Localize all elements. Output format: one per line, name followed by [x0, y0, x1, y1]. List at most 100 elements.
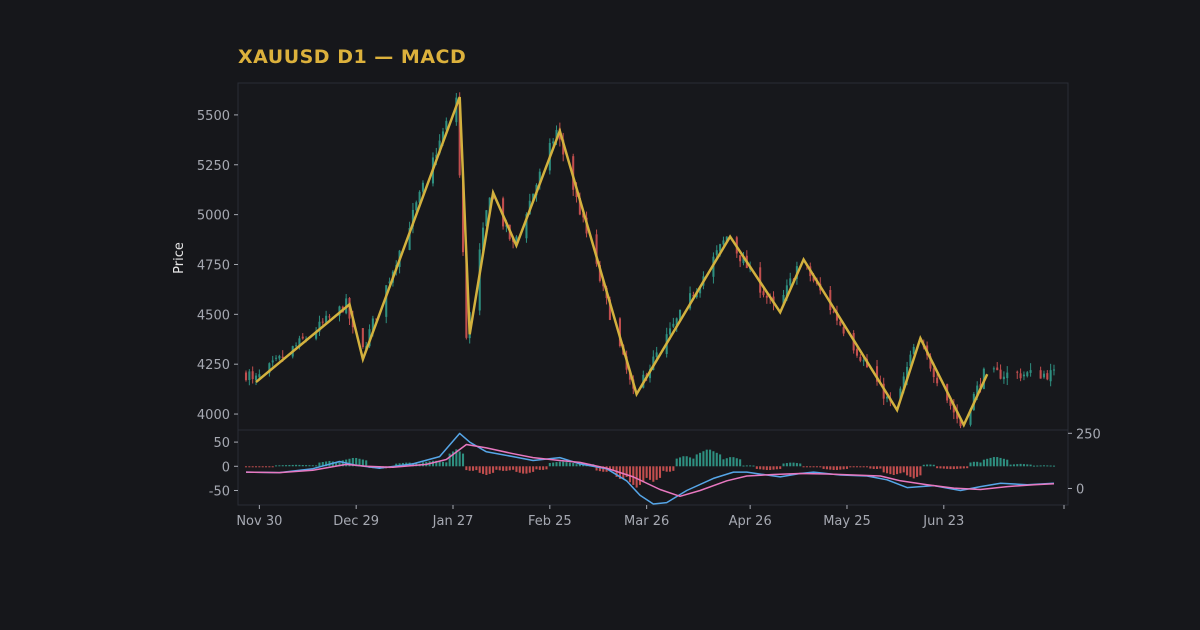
candle-body	[842, 327, 845, 334]
candle-body	[952, 405, 955, 413]
candle-body	[1049, 370, 1052, 382]
candle-body	[782, 294, 785, 305]
candle-body	[722, 240, 725, 245]
histogram-bar	[558, 461, 561, 467]
histogram-bar	[248, 466, 251, 468]
histogram-bar	[912, 466, 915, 479]
histogram-bar	[612, 466, 615, 471]
candle-body	[301, 336, 304, 339]
histogram-bar	[712, 451, 715, 467]
histogram-bar	[902, 466, 905, 473]
candle-body	[762, 291, 765, 296]
candle-body	[458, 97, 461, 176]
histogram-bar	[518, 466, 521, 473]
candle-body	[1026, 372, 1029, 377]
histogram-bar	[745, 465, 748, 467]
histogram-bar	[739, 459, 742, 467]
macd-line	[245, 432, 1055, 505]
candle-body	[1046, 373, 1049, 380]
candle-body	[785, 285, 788, 297]
histogram-bar	[929, 464, 932, 467]
histogram-bar	[398, 463, 401, 467]
x-tick-label: May 25	[823, 514, 871, 529]
candle-body	[692, 295, 695, 297]
histogram-bar	[839, 466, 842, 470]
candle-body	[956, 411, 959, 419]
histogram-bar	[966, 466, 969, 469]
histogram-bar	[468, 466, 471, 471]
candle-body	[719, 244, 722, 252]
histogram-bar	[441, 461, 445, 467]
candle-body	[595, 234, 598, 264]
candle-body	[578, 198, 581, 215]
histogram-bar	[809, 466, 812, 468]
histogram-bar	[635, 466, 638, 488]
macd-right-tick-label: 0	[1076, 482, 1084, 497]
histogram-bar	[508, 466, 511, 471]
histogram-bar	[365, 460, 368, 467]
histogram-bar	[932, 464, 935, 467]
histogram-bar	[512, 466, 515, 470]
price-y-tick-label: 4000	[197, 408, 230, 423]
histogram-bar	[358, 458, 361, 467]
histogram-bar	[318, 462, 321, 467]
candle-body	[562, 139, 565, 155]
histogram-bar	[822, 466, 825, 469]
histogram-bar	[1006, 459, 1009, 467]
histogram-bar	[979, 462, 982, 467]
candle-body	[1022, 374, 1025, 377]
x-tick-label: Jan 27	[432, 514, 474, 529]
histogram-bar	[952, 466, 955, 470]
macd-right-tick-label: 250	[1076, 427, 1101, 442]
histogram-bar	[482, 466, 485, 474]
candle-body	[949, 399, 952, 406]
histogram-bar	[825, 466, 828, 470]
histogram-bar	[699, 452, 702, 467]
histogram-bar	[795, 463, 798, 467]
histogram-bar	[1036, 465, 1039, 467]
candle-body	[295, 345, 298, 347]
histogram-bar	[435, 460, 438, 467]
histogram-bar	[261, 466, 264, 468]
histogram-bar	[305, 465, 308, 467]
histogram-bar	[972, 461, 975, 467]
x-tick-label: Jun 23	[922, 514, 964, 529]
histogram-bar	[1046, 465, 1049, 467]
histogram-bar	[648, 466, 652, 480]
histogram-bar	[595, 466, 598, 471]
candle-body	[244, 372, 248, 381]
histogram-bar	[946, 466, 949, 469]
histogram-bar	[451, 451, 455, 467]
histogram-bar	[632, 466, 635, 485]
candle-body	[461, 177, 465, 253]
histogram-bar	[742, 465, 745, 467]
price-y-tick-label: 5000	[197, 209, 230, 224]
histogram-bar	[1026, 464, 1029, 467]
histogram-bar	[886, 466, 889, 474]
candle-body	[675, 318, 678, 326]
histogram-bar	[906, 466, 909, 476]
histogram-bar	[882, 466, 885, 473]
histogram-bar	[485, 466, 488, 475]
candle-body	[742, 257, 745, 264]
candle-body	[315, 331, 318, 339]
histogram-bar	[395, 463, 398, 467]
histogram-bar	[1039, 465, 1042, 467]
candle-body	[411, 209, 414, 227]
candle-body	[321, 321, 324, 323]
histogram-bar	[916, 466, 919, 477]
histogram-bar	[348, 458, 351, 467]
histogram-bar	[258, 466, 261, 468]
zigzag-group	[255, 96, 989, 428]
histogram-bar	[528, 466, 531, 473]
histogram-bar	[338, 462, 341, 467]
histogram-bar	[829, 466, 832, 470]
histogram-bar	[321, 462, 324, 467]
zigzag-line	[255, 96, 989, 428]
histogram-bar	[942, 466, 945, 469]
histogram-bar	[311, 465, 314, 467]
candle-body	[532, 193, 535, 202]
histogram-bar	[792, 462, 795, 467]
histogram-bar	[992, 457, 995, 467]
